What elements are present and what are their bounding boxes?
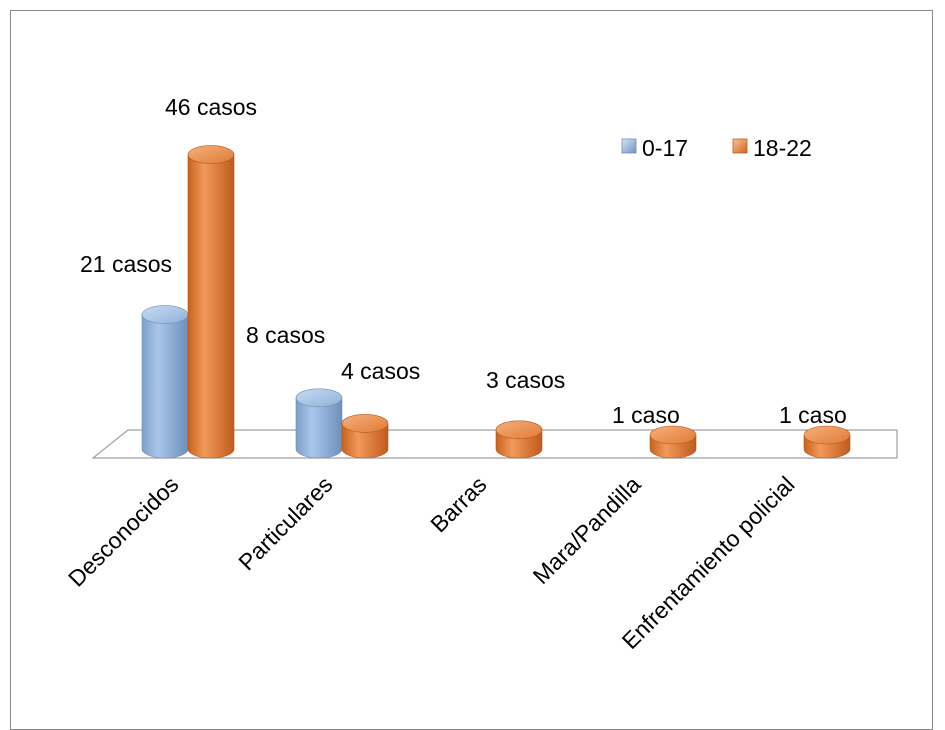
data-label-18-22-barras: 3 casos — [486, 367, 565, 393]
category-labels-layer: Desconocidos Particulares Barras Mara/Pandi… — [63, 471, 800, 654]
category-label-mara-pandilla: Mara/Pandilla — [528, 471, 646, 589]
legend-swatch-18-22 — [732, 138, 748, 154]
bars-layer — [141, 145, 851, 459]
category-label-desconocidos: Desconocidos — [63, 471, 184, 592]
data-labels-layer: 21 casos 46 casos 4 casos 3 casos 1 caso 1 ca… — [80, 94, 847, 428]
data-label-18-22-desconocidos: 46 casos — [165, 94, 257, 120]
category-label-enfrentamiento-policial: Enfrentamiento policial — [617, 471, 800, 654]
data-label-0-17-desconocidos: 21 casos — [80, 251, 172, 277]
category-label-particulares: Particulares — [233, 471, 337, 575]
legend-label-18-22: 18-22 — [753, 135, 812, 161]
bar-18-22-enfrentamiento-policial — [803, 425, 851, 459]
legend-label-0-17: 0-17 — [642, 135, 688, 161]
data-label-18-22-particulares: 4 casos — [341, 358, 420, 384]
legend-swatch-0-17 — [621, 138, 637, 154]
bar-0-17-desconocidos — [141, 305, 189, 459]
bar-0-17-particulares — [295, 388, 343, 459]
data-label-18-22-mara-pandilla: 1 caso — [612, 402, 680, 428]
data-label-0-17-particulares: 8 casos — [246, 322, 325, 348]
legend: 0-17 18-22 — [621, 135, 812, 161]
data-label-18-22-enfrentamiento-policial: 1 caso — [779, 402, 847, 428]
bar-18-22-barras — [495, 420, 543, 459]
bar-18-22-particulares — [341, 414, 389, 459]
bar-chart: 21 casos 46 casos 4 casos 3 casos 1 caso 1 ca… — [63, 94, 898, 654]
bar-18-22-desconocidos — [187, 145, 235, 459]
category-label-barras: Barras — [425, 471, 491, 537]
bar-18-22-mara-pandilla — [649, 425, 697, 459]
